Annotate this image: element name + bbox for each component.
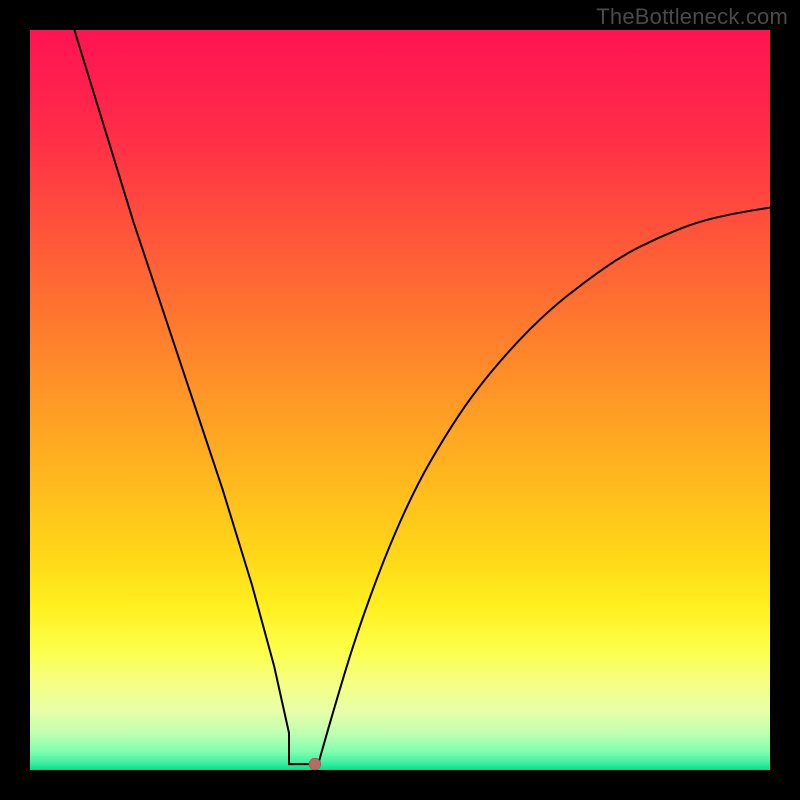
plot-area <box>30 30 770 770</box>
optimal-point-marker <box>309 758 321 770</box>
chart-outer-frame: TheBottleneck.com <box>0 0 800 800</box>
watermark-text: TheBottleneck.com <box>596 4 788 30</box>
bottleneck-curve <box>30 30 770 770</box>
